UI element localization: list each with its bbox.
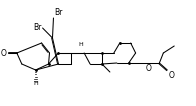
Text: O: O [168,71,174,80]
Text: H: H [33,81,38,86]
Text: H: H [78,42,83,47]
Text: O: O [146,64,152,73]
Text: Br: Br [54,8,63,17]
Text: O: O [1,49,7,57]
Text: Br: Br [33,24,42,33]
